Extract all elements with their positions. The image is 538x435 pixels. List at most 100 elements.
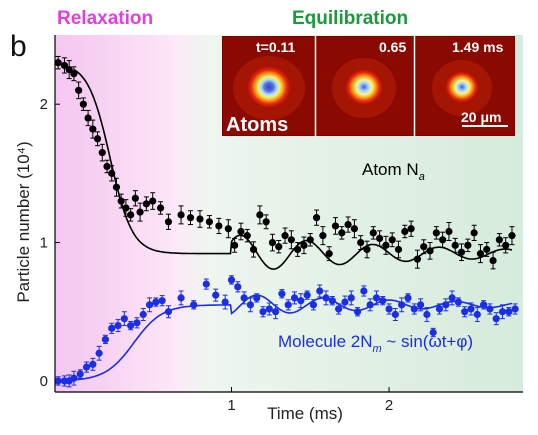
fit-curves	[73, 68, 513, 381]
data-point	[60, 61, 69, 70]
inset-panel-1	[223, 37, 315, 135]
data-point	[122, 204, 130, 212]
data-point	[76, 370, 84, 378]
data-point	[253, 294, 261, 302]
series-group-molecules	[54, 275, 519, 388]
data-point	[398, 301, 406, 309]
data-point	[448, 294, 456, 302]
data-point	[133, 319, 141, 327]
data-point	[350, 225, 358, 233]
data-point	[215, 222, 223, 230]
panel-label: b	[10, 30, 27, 63]
data-point	[344, 220, 352, 229]
data-point	[139, 310, 147, 319]
data-point	[511, 305, 519, 313]
data-point	[131, 194, 139, 202]
x-tick-label: 1	[227, 397, 235, 414]
data-point	[464, 241, 472, 249]
series-label-molecules-subscript: m	[373, 343, 382, 355]
phase-label-relaxation: Relaxation	[57, 8, 153, 29]
data-point	[243, 232, 251, 240]
data-point	[461, 308, 469, 316]
data-point	[272, 308, 280, 316]
data-point	[79, 100, 87, 108]
data-point	[101, 335, 110, 344]
scale-bar-label: 20 μm	[461, 109, 501, 125]
data-point	[275, 243, 283, 251]
data-point	[75, 86, 83, 94]
series-label-molecules-suffix: ~ sin(ωt+φ)	[382, 332, 473, 351]
data-point	[416, 301, 425, 309]
data-points	[54, 55, 519, 388]
series-label-atoms-name: Atom N	[362, 160, 419, 179]
inset-panel-2	[316, 37, 414, 135]
atom-cloud-image	[446, 72, 478, 102]
fit-line-atoms	[73, 68, 513, 270]
data-point	[224, 225, 232, 233]
data-point	[127, 321, 135, 330]
data-point	[404, 294, 412, 302]
data-point	[294, 245, 302, 254]
data-point	[145, 301, 154, 309]
data-point	[114, 321, 122, 330]
data-point	[268, 238, 277, 247]
data-point	[190, 301, 198, 309]
data-point	[454, 298, 462, 306]
data-point	[186, 214, 195, 222]
data-point	[227, 276, 236, 284]
data-point	[246, 301, 254, 309]
data-point	[231, 241, 239, 249]
data-point	[262, 218, 270, 226]
data-point	[265, 305, 273, 313]
data-point	[467, 305, 475, 313]
data-point	[95, 349, 103, 357]
data-point	[385, 305, 393, 313]
data-point	[108, 324, 116, 332]
data-point	[259, 308, 267, 316]
data-point	[152, 298, 160, 306]
data-point	[442, 301, 450, 309]
data-point	[363, 245, 371, 254]
data-point	[429, 328, 437, 337]
data-point	[149, 197, 157, 205]
data-point	[391, 310, 399, 319]
data-point	[54, 59, 62, 67]
data-point	[136, 208, 144, 216]
data-point	[164, 308, 173, 316]
data-point	[502, 241, 510, 249]
y-tick-label: 2	[40, 96, 48, 113]
data-point	[164, 218, 173, 226]
data-point	[156, 204, 165, 212]
data-point	[158, 297, 166, 305]
series-label-atoms-subscript: a	[419, 171, 425, 183]
data-point	[410, 305, 418, 313]
data-point	[451, 241, 459, 249]
data-point	[240, 294, 248, 302]
y-tick-label: 0	[40, 373, 48, 390]
data-point	[54, 377, 62, 385]
data-point	[366, 301, 374, 309]
data-point	[379, 297, 387, 305]
data-point	[303, 291, 311, 299]
data-point	[508, 232, 516, 240]
data-point	[435, 305, 444, 313]
data-point	[312, 214, 321, 222]
data-point	[372, 294, 381, 302]
inset-timestamp-3: 1.49 ms	[452, 39, 504, 55]
phase-label-equilibration: Equilibration	[292, 8, 408, 29]
data-point	[369, 229, 377, 237]
data-point	[127, 211, 135, 219]
data-point	[470, 229, 478, 237]
data-point	[221, 298, 229, 306]
data-point	[457, 248, 466, 256]
data-point	[439, 236, 447, 244]
data-point	[473, 310, 481, 319]
data-point	[353, 308, 362, 316]
inset-atoms-label: Atoms	[226, 114, 288, 136]
data-point	[70, 374, 78, 382]
data-point	[407, 225, 415, 233]
data-point	[98, 149, 106, 157]
data-point	[322, 294, 330, 302]
data-point	[360, 287, 368, 295]
data-point	[84, 114, 92, 122]
